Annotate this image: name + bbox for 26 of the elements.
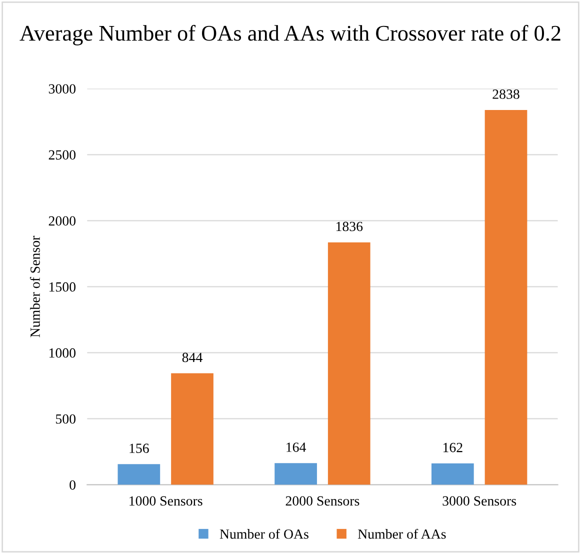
y-tick-label: 1500: [49, 282, 76, 292]
data-label: 162: [443, 442, 462, 452]
y-tick-label: 2000: [48, 216, 76, 226]
bar: [118, 464, 160, 485]
data-label: 844: [182, 352, 202, 362]
x-tick-label: 3000 Sensors: [442, 496, 516, 506]
bar: [328, 242, 370, 485]
legend-label: Number of AAs: [358, 528, 446, 539]
y-tick-label: 2500: [48, 150, 76, 160]
data-label: 2838: [492, 90, 520, 99]
legend-label: Number of OAs: [220, 528, 308, 539]
bar: [171, 373, 214, 485]
y-tick-label: 3000: [48, 84, 76, 94]
data-label: 164: [286, 442, 306, 452]
y-tick-label: 500: [56, 414, 76, 424]
chart-title: Average Number of OAs and AAs with Crossover rate of 0.2: [20, 24, 560, 46]
y-axis-title: Number of Sensor: [30, 236, 40, 338]
bar: [431, 463, 474, 485]
data-label: 156: [130, 444, 149, 453]
bar: [484, 110, 528, 485]
bar: [274, 463, 317, 485]
y-tick-label: 1000: [49, 348, 76, 358]
y-tick-label: 0: [70, 480, 76, 490]
data-label: 1836: [336, 222, 363, 232]
x-tick-label: 2000 Sensors: [286, 496, 360, 506]
x-tick-label: 1000 Sensors: [130, 496, 202, 506]
